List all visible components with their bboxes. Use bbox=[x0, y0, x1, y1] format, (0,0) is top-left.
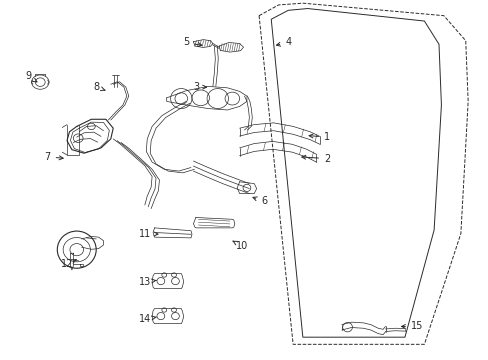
Text: 6: 6 bbox=[252, 197, 266, 206]
Text: 10: 10 bbox=[232, 241, 248, 251]
Text: 15: 15 bbox=[401, 321, 423, 332]
Text: 13: 13 bbox=[139, 277, 156, 287]
Text: 7: 7 bbox=[44, 152, 63, 162]
Text: 2: 2 bbox=[301, 154, 329, 163]
Text: 11: 11 bbox=[139, 229, 158, 239]
Text: 3: 3 bbox=[192, 82, 206, 92]
Text: 9: 9 bbox=[25, 71, 37, 82]
Text: 14: 14 bbox=[139, 314, 156, 324]
Text: 5: 5 bbox=[183, 37, 202, 48]
Text: 12: 12 bbox=[61, 259, 76, 269]
Text: 1: 1 bbox=[308, 132, 329, 142]
Text: 4: 4 bbox=[276, 37, 291, 48]
Text: 8: 8 bbox=[93, 82, 105, 92]
